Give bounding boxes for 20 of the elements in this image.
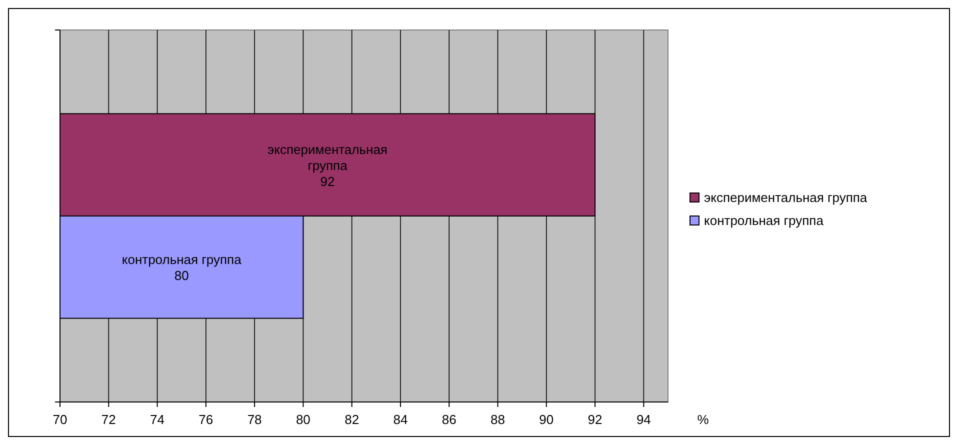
x-tick-label: 70 (52, 412, 68, 427)
legend-label: экспериментальная группа (704, 190, 868, 205)
x-tick-label: 90 (539, 412, 554, 427)
x-tick-label: 74 (150, 412, 165, 427)
x-tick-label: 88 (490, 412, 505, 427)
text: экспериментальная группа (268, 141, 388, 172)
x-tick-label: 76 (198, 412, 214, 427)
x-tick-label: 82 (344, 412, 360, 427)
data-label: 80 (174, 268, 189, 283)
data-label: 92 (320, 173, 335, 188)
x-tick-label: 92 (588, 412, 602, 427)
x-tick-label: 80 (296, 412, 310, 427)
x-tick-label: 94 (636, 412, 651, 427)
x-tick-label: 78 (247, 412, 262, 427)
x-axis-title: % (697, 412, 710, 427)
text: контрольная группа (122, 252, 242, 267)
legend-label: контрольная группа (704, 213, 824, 228)
x-tick-label: 72 (101, 412, 116, 427)
x-tick-label: 86 (442, 412, 456, 427)
x-tick-label: 84 (393, 412, 408, 427)
